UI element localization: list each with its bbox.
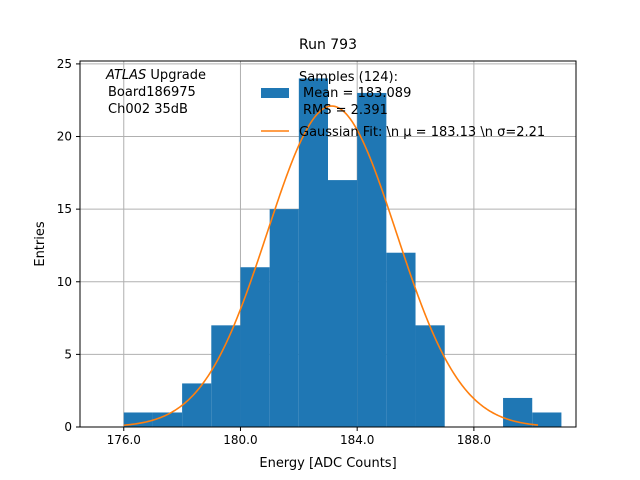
x-axis-ticks: 176.0 180.0 184.0 188.0: [107, 427, 491, 447]
y-axis-label: Entries: [33, 221, 48, 267]
y-tick-label: 0: [64, 420, 72, 434]
legend-samples-line-1: Samples (124):: [299, 70, 398, 85]
legend: Samples (124): Mean = 183.089 RMS = 2.39…: [261, 70, 545, 140]
annotation-atlas: ATLAS: [105, 68, 146, 83]
y-tick-label: 15: [57, 202, 72, 216]
y-tick-label: 25: [57, 57, 72, 71]
histogram-bar: [386, 252, 416, 427]
annotation-line-2: Board186975: [108, 85, 196, 100]
annotation-upgrade: Upgrade: [150, 68, 206, 83]
legend-fit-label: Gaussian Fit: \n μ = 183.13 \n σ=2.21: [299, 125, 545, 140]
annotation-line-1: ATLAS Upgrade: [105, 68, 206, 83]
annotation-line-3: Ch002 35dB: [108, 102, 188, 117]
fit-curve-path: [123, 105, 539, 427]
legend-samples-swatch: [261, 88, 289, 98]
histogram-bar: [357, 92, 387, 427]
histogram-bar: [182, 383, 212, 427]
legend-samples-line-3: RMS = 2.391: [303, 103, 388, 118]
chart-title: Run 793: [299, 37, 357, 53]
gaussian-fit-curve: [123, 105, 539, 427]
atlas-annotation: ATLAS Upgrade Board186975 Ch002 35dB: [105, 68, 206, 117]
histogram-bar: [269, 209, 299, 427]
histogram-bar: [211, 325, 241, 427]
histogram-bar: [328, 180, 358, 427]
x-tick-label: 184.0: [340, 433, 374, 447]
plot-frame: [79, 60, 577, 428]
histogram-bars: [123, 78, 562, 427]
legend-samples-line-2: Mean = 183.089: [303, 86, 411, 101]
histogram-bar: [123, 412, 153, 427]
y-tick-label: 5: [64, 347, 72, 361]
histogram-bar: [532, 412, 562, 427]
y-tick-label: 20: [57, 130, 72, 144]
x-axis-label: Energy [ADC Counts]: [259, 456, 396, 471]
y-tick-label: 10: [57, 275, 72, 289]
histogram-bar: [152, 412, 183, 427]
x-tick-label: 180.0: [223, 433, 257, 447]
y-axis-ticks: 0 5 10 15 20 25: [57, 57, 80, 434]
x-tick-label: 188.0: [457, 433, 491, 447]
histogram-bar: [415, 325, 445, 427]
x-tick-label: 176.0: [107, 433, 141, 447]
histogram-bar: [240, 267, 270, 427]
